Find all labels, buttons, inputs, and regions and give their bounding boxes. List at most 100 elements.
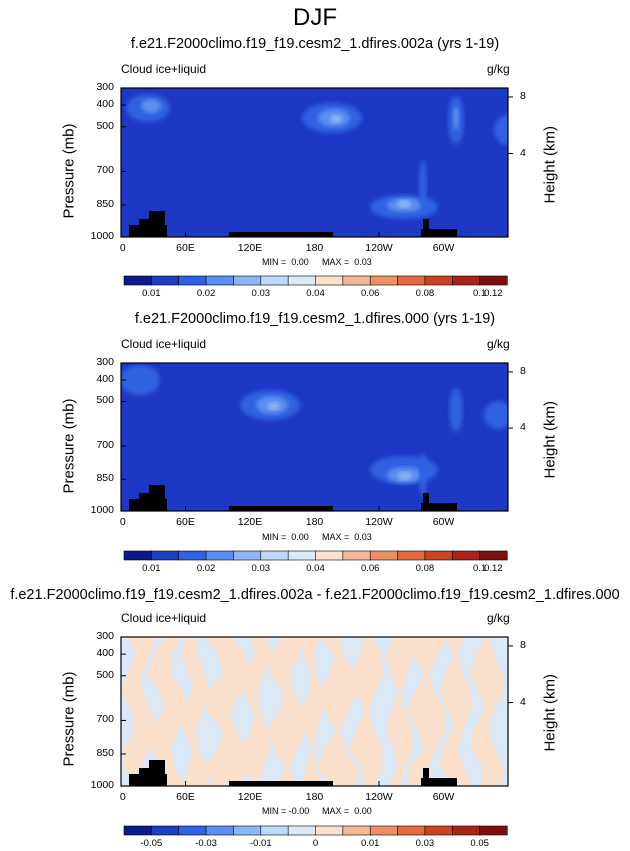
panel1-terrain-2 (149, 211, 165, 237)
panel3-title: f.e21.F2000climo.f19_f19.cesm2_1.dfires.… (10, 587, 620, 603)
panel3-colorbar-label--0.01: -0.01 (249, 838, 272, 849)
panel3-colorbar-label-0.01: 0.01 (360, 838, 380, 849)
panel2-contour-feature-9 (484, 401, 508, 429)
panel3-diff-region-7 (317, 637, 358, 786)
panel1-ytick-label-700: 700 (96, 164, 114, 177)
panel3-diff-region-4 (242, 637, 271, 786)
panel3-diff-region-6 (302, 637, 323, 786)
panel1-colorbar-label-0.03: 0.03 (251, 288, 271, 299)
panel1-contour-feature-11 (494, 115, 508, 145)
panel2-variable-label: Cloud ice+liquid (121, 337, 207, 351)
panel2-colorbar-swatch-2 (178, 550, 207, 561)
panel3-colorbar-label-0.05: 0.05 (470, 838, 489, 849)
panel1-colorbar-swatch-9 (369, 275, 399, 286)
panel2-colorbar-swatch-6 (287, 550, 317, 561)
panel3-xtick-label-60E: 60E (176, 791, 195, 803)
panel1-contour-feature-1 (141, 99, 161, 113)
panel3-xtick-label-180: 180 (305, 791, 324, 803)
panel3-xtick-label-120E: 120E (237, 791, 263, 803)
figure-title: DJF (293, 4, 337, 31)
panel3-terrain-2 (149, 760, 165, 786)
panel1-colorbar-label-0.01: 0.01 (142, 288, 161, 299)
panel3-colorbar-swatch-0 (123, 825, 152, 836)
panel2-colorbar-swatch-3 (205, 550, 235, 561)
panel1-xtick-label-120W: 120W (365, 242, 393, 254)
panel3-colorbar-swatch-7 (315, 825, 344, 836)
panel2-colorbar-swatch-7 (315, 550, 344, 561)
panel2-min: MIN = 0.00 (262, 532, 309, 542)
panel2-xtick-label-60E: 60E (176, 516, 195, 528)
panel2-xtick-label-120W: 120W (365, 516, 393, 528)
panel1-colorbar-swatch-2 (178, 275, 207, 286)
panel3-xtick-label-120W: 120W (365, 791, 393, 803)
panel2-colorbar-swatch-8 (342, 550, 371, 561)
panel2-colorbar-swatch-1 (151, 550, 180, 561)
panel3-colorbar-swatch-10 (397, 825, 426, 836)
panel1-colorbar-swatch-5 (260, 275, 289, 286)
panel2-contour-feature-4 (449, 388, 463, 432)
panel2-title: f.e21.F2000climo.f19_f19.cesm2_1.dfires.… (134, 311, 496, 327)
panel3-terrain-3 (229, 781, 333, 786)
panel3-diff-region-11 (438, 637, 473, 786)
panel3-ytick-label-400: 400 (96, 647, 114, 660)
panel3-colorbar-label-0: 0 (312, 838, 319, 849)
panel1-terrain-3 (229, 232, 333, 237)
panel1-ytick-label-850: 850 (96, 197, 114, 210)
panel1-ytick-label-500: 500 (96, 119, 114, 132)
panel2-y2tick-label-8: 8 (520, 364, 526, 377)
panel3-max: MAX = 0.00 (322, 806, 372, 816)
panel3-diff-region-1 (147, 637, 189, 786)
panel2-colorbar-swatch-4 (233, 550, 262, 561)
panel3-diff-region-12 (469, 637, 504, 786)
panel1-contour-feature-4 (330, 115, 342, 123)
panel1-variable-label: Cloud ice+liquid (121, 62, 207, 76)
panel2-ytick-label-300: 300 (96, 356, 114, 368)
panel1-colorbar-swatch-0 (123, 275, 152, 286)
panel1-xtick-label-60W: 60W (432, 242, 455, 254)
panel1-colorbar-swatch-4 (233, 275, 262, 286)
panel3-y2tick-label-8: 8 (520, 638, 526, 651)
panel2-colorbar-label-0.01: 0.01 (142, 563, 161, 574)
panel3-colorbar-swatch-3 (205, 825, 235, 836)
panel3-colorbar-swatch-4 (233, 825, 262, 836)
panel2-units: g/kg (487, 337, 510, 351)
panel2-ytick-label-700: 700 (96, 438, 114, 451)
panel2-colorbar-swatch-0 (123, 550, 152, 561)
panel1-min: MIN = 0.00 (262, 257, 309, 267)
panel2-contour-feature-3 (268, 402, 280, 410)
panel3-xtick-label-60W: 60W (432, 791, 455, 803)
panel1-y2tick-label-4: 4 (520, 146, 526, 159)
panel2-contour-feature-0 (121, 365, 160, 395)
panel2-y2tick-label-4: 4 (520, 421, 526, 434)
panel2-background (121, 363, 508, 511)
panel2-ytick-label-500: 500 (96, 394, 114, 407)
panel3-colorbar-swatch-13 (479, 825, 508, 836)
panel1-ytick-label-1000: 1000 (90, 230, 114, 242)
panel2-colorbar-label-0.1: 0.1 (473, 563, 487, 574)
panel2-colorbar-label-0.06: 0.06 (360, 563, 380, 574)
panel3-colorbar-label-0.03: 0.03 (415, 838, 435, 849)
panel3-diff-region-0 (121, 637, 156, 786)
panel2-colorbar-swatch-12 (451, 550, 481, 561)
panel1-max: MAX = 0.03 (322, 257, 372, 267)
panel3-ytick-label-500: 500 (96, 668, 114, 681)
panel2-colorbar-swatch-10 (397, 550, 426, 561)
panel3-ytick-label-700: 700 (96, 713, 114, 726)
panel1-colorbar-swatch-7 (315, 275, 344, 286)
panel3-field (121, 637, 504, 786)
panel2-colorbar-swatch-13 (479, 550, 508, 561)
panel1-units: g/kg (487, 62, 510, 76)
panel1-colorbar-swatch-12 (451, 275, 481, 286)
panel1-colorbar-label-0.06: 0.06 (360, 288, 380, 299)
panel2-ytick-label-400: 400 (96, 373, 114, 386)
panel3-diff-region-5 (266, 637, 309, 786)
panel2-xtick-label-180: 180 (305, 516, 324, 528)
panel1-colorbar-swatch-6 (287, 275, 317, 286)
panel1-contour-feature-10 (419, 160, 427, 210)
panel3-colorbar-swatch-2 (178, 825, 207, 836)
panel3-ytick-label-850: 850 (96, 746, 114, 759)
panel3-colorbar-swatch-9 (369, 825, 399, 836)
panel1-terrain-4 (421, 229, 457, 237)
panel3-colorbar-swatch-6 (287, 825, 317, 836)
panel3-y2tick-label-4: 4 (520, 695, 526, 708)
